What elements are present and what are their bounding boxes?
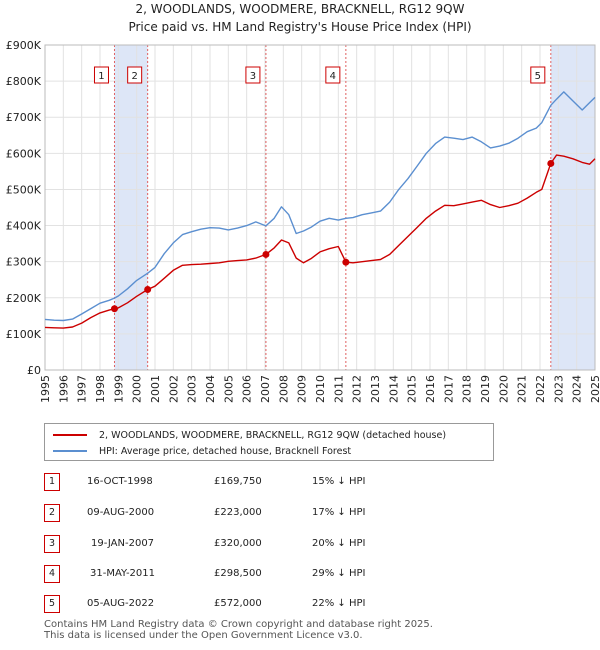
sale-date: 09-AUG-2000 — [87, 507, 154, 518]
sale-number-badge: 2 — [44, 504, 60, 522]
sale-price: £572,000 — [214, 598, 262, 609]
x-tick-label: 1995 — [39, 375, 52, 403]
sale-number-badge: 1 — [44, 473, 60, 491]
x-tick-label: 2009 — [296, 375, 309, 403]
x-tick-label: 2019 — [479, 375, 492, 403]
sale-point — [144, 286, 151, 293]
x-tick-label: 2002 — [167, 375, 180, 403]
x-tick-label: 2011 — [332, 375, 345, 403]
sale-label: 3 — [250, 71, 256, 82]
x-tick-label: 2007 — [259, 375, 272, 403]
shaded-range — [114, 45, 147, 370]
sale-label: 1 — [98, 71, 104, 82]
table-row: 2 09-AUG-2000 £223,000 17% ↓ HPI — [44, 504, 424, 522]
x-tick-label: 2000 — [131, 375, 144, 403]
x-tick-label: 2018 — [461, 375, 474, 403]
x-tick-label: 1996 — [57, 375, 70, 403]
sale-label: 2 — [131, 71, 137, 82]
legend: 2, WOODLANDS, WOODMERE, BRACKNELL, RG12 … — [44, 423, 494, 461]
x-tick-label: 2025 — [589, 375, 600, 403]
x-tick-label: 2016 — [424, 375, 437, 403]
legend-swatch-hpi — [53, 450, 87, 452]
sale-point — [262, 251, 269, 258]
x-tick-label: 1997 — [76, 375, 89, 403]
y-tick-label: £700K — [6, 111, 42, 124]
legend-item-price-paid: 2, WOODLANDS, WOODMERE, BRACKNELL, RG12 … — [53, 428, 446, 442]
sale-price: £320,000 — [214, 538, 262, 549]
price-chart: £0£100K£200K£300K£400K£500K£600K£700K£80… — [0, 0, 600, 420]
y-tick-label: £900K — [6, 39, 42, 52]
sale-date: 19-JAN-2007 — [91, 538, 154, 549]
table-row: 5 05-AUG-2022 £572,000 22% ↓ HPI — [44, 595, 424, 613]
sale-label: 4 — [330, 71, 336, 82]
x-tick-label: 2006 — [241, 375, 254, 403]
y-tick-label: £200K — [6, 292, 42, 305]
footer: Contains HM Land Registry data © Crown c… — [44, 619, 433, 641]
sale-number-badge: 3 — [44, 535, 60, 553]
y-tick-label: £300K — [6, 256, 42, 269]
footer-copyright: Contains HM Land Registry data © Crown c… — [44, 619, 433, 630]
table-row: 3 19-JAN-2007 £320,000 20% ↓ HPI — [44, 535, 424, 553]
sale-price: £223,000 — [214, 507, 262, 518]
y-tick-label: £500K — [6, 183, 42, 196]
sale-point — [547, 160, 554, 167]
footer-licence: This data is licensed under the Open Gov… — [44, 630, 433, 641]
x-tick-label: 2023 — [552, 375, 565, 403]
x-tick-label: 2017 — [442, 375, 455, 403]
x-tick-label: 2005 — [222, 375, 235, 403]
legend-swatch-price-paid — [53, 434, 87, 436]
sale-hpi-diff: 22% ↓ HPI — [312, 598, 365, 609]
x-tick-label: 2022 — [534, 375, 547, 403]
sale-point — [342, 259, 349, 266]
x-tick-label: 2004 — [204, 375, 217, 403]
sale-date: 05-AUG-2022 — [87, 598, 154, 609]
x-tick-label: 1999 — [112, 375, 125, 403]
legend-label-price-paid: 2, WOODLANDS, WOODMERE, BRACKNELL, RG12 … — [99, 430, 446, 441]
sale-hpi-diff: 15% ↓ HPI — [312, 476, 365, 487]
y-tick-label: £800K — [6, 75, 42, 88]
sale-date: 16-OCT-1998 — [87, 476, 153, 487]
x-tick-label: 2003 — [186, 375, 199, 403]
table-row: 1 16-OCT-1998 £169,750 15% ↓ HPI — [44, 473, 424, 491]
sale-hpi-diff: 17% ↓ HPI — [312, 507, 365, 518]
legend-item-hpi: HPI: Average price, detached house, Brac… — [53, 444, 351, 458]
sale-hpi-diff: 29% ↓ HPI — [312, 568, 365, 579]
x-tick-label: 2015 — [406, 375, 419, 403]
x-tick-label: 2021 — [516, 375, 529, 403]
legend-label-hpi: HPI: Average price, detached house, Brac… — [99, 446, 351, 457]
x-tick-label: 2001 — [149, 375, 162, 403]
sale-price: £298,500 — [214, 568, 262, 579]
sale-number-badge: 4 — [44, 565, 60, 583]
sale-point — [111, 305, 118, 312]
sale-price: £169,750 — [214, 476, 262, 487]
sale-date: 31-MAY-2011 — [90, 568, 155, 579]
y-tick-label: £100K — [6, 328, 42, 341]
x-tick-label: 2024 — [571, 375, 584, 403]
y-tick-label: £600K — [6, 147, 42, 160]
x-tick-label: 2020 — [497, 375, 510, 403]
y-tick-label: £400K — [6, 220, 42, 233]
x-tick-label: 1998 — [94, 375, 107, 403]
x-tick-label: 2008 — [277, 375, 290, 403]
table-row: 4 31-MAY-2011 £298,500 29% ↓ HPI — [44, 565, 424, 583]
x-tick-label: 2014 — [387, 375, 400, 403]
sale-number-badge: 5 — [44, 595, 60, 613]
sale-label: 5 — [535, 71, 541, 82]
shaded-range — [551, 45, 595, 370]
sale-hpi-diff: 20% ↓ HPI — [312, 538, 365, 549]
x-tick-label: 2013 — [369, 375, 382, 403]
x-tick-label: 2010 — [314, 375, 327, 403]
x-tick-label: 2012 — [351, 375, 364, 403]
